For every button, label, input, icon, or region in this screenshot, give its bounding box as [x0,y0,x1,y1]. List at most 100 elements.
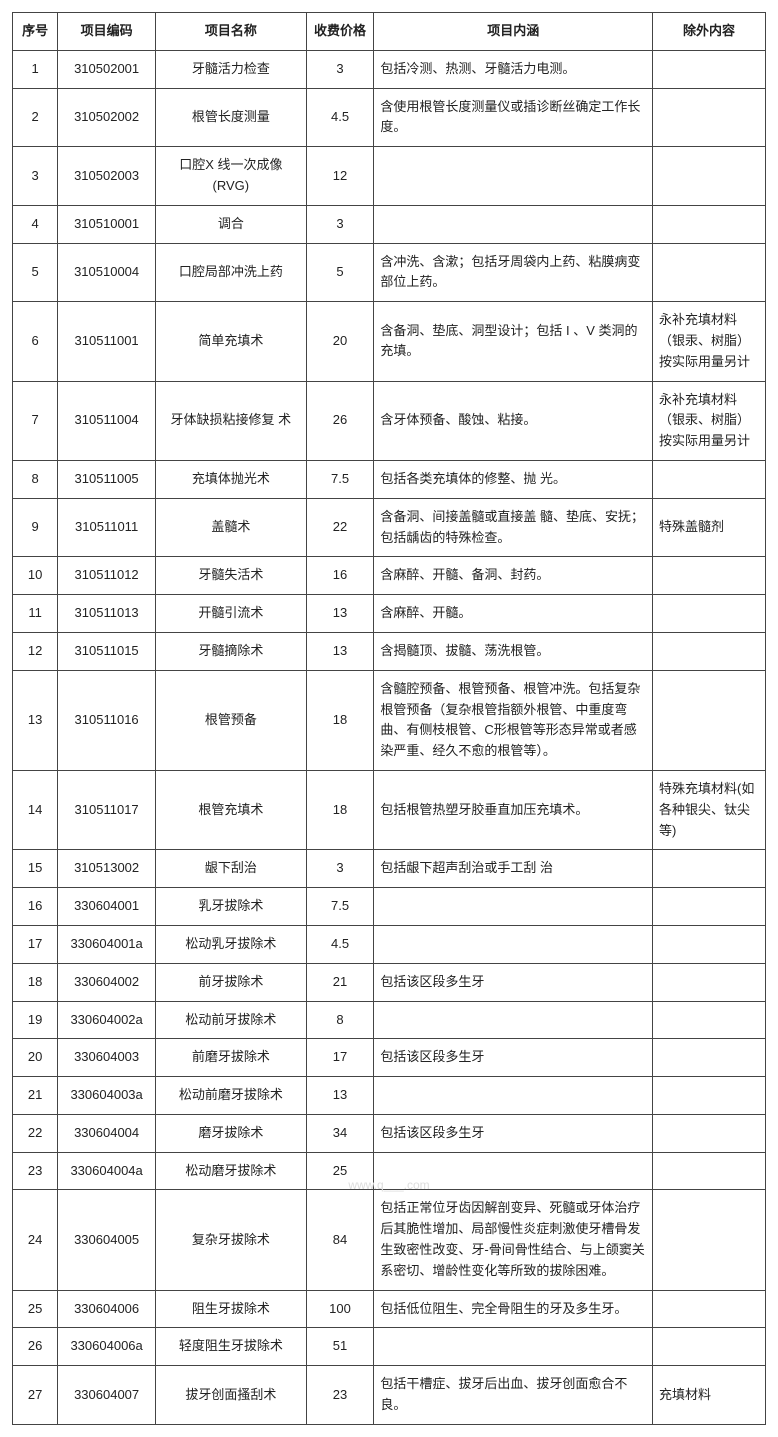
cell-4 [374,1328,653,1366]
cell-0: 15 [13,850,58,888]
cell-0: 25 [13,1290,58,1328]
cell-1: 330604002 [58,963,156,1001]
cell-4 [374,888,653,926]
cell-4 [374,1152,653,1190]
cell-5 [653,205,766,243]
price-table: 序号项目编码项目名称收费价格项目内涵除外内容 1310502001牙髓活力检查3… [12,12,766,1425]
cell-2: 前磨牙拔除术 [156,1039,307,1077]
cell-2: 根管长度测量 [156,88,307,147]
cell-0: 20 [13,1039,58,1077]
cell-5 [653,925,766,963]
cell-5 [653,1190,766,1290]
cell-5 [653,1039,766,1077]
cell-0: 10 [13,557,58,595]
cell-1: 310511004 [58,381,156,460]
table-row: 10310511012牙髓失活术16含麻醉、开髓、备洞、封药。 [13,557,766,595]
col-header-4: 项目内涵 [374,13,653,51]
table-row: 11310511013开髓引流术13含麻醉、开髓。 [13,595,766,633]
cell-1: 330604004 [58,1114,156,1152]
cell-1: 310511005 [58,460,156,498]
cell-0: 21 [13,1077,58,1115]
cell-3: 4.5 [306,88,374,147]
cell-5: 永补充填材料（银汞、树脂）按实际用量另计 [653,381,766,460]
table-row: 3310502003口腔X 线一次成像 (RVG)12 [13,147,766,206]
table-row: 23330604004a松动磨牙拔除术25 [13,1152,766,1190]
cell-5 [653,963,766,1001]
table-row: 21330604003a松动前磨牙拔除术13 [13,1077,766,1115]
cell-0: 13 [13,670,58,770]
cell-1: 310513002 [58,850,156,888]
cell-1: 310511001 [58,302,156,381]
cell-4: 包括干槽症、拔牙后出血、拔牙创面愈合不良。 [374,1366,653,1425]
cell-3: 21 [306,963,374,1001]
cell-4 [374,1077,653,1115]
cell-5: 特殊盖髓剂 [653,498,766,557]
cell-4 [374,205,653,243]
cell-1: 330604003a [58,1077,156,1115]
cell-1: 330604001a [58,925,156,963]
table-row: 5310510004口腔局部冲洗上药5含冲洗、含漱；包括牙周袋内上药、粘膜病变部… [13,243,766,302]
cell-3: 13 [306,1077,374,1115]
table-row: 15310513002龈下刮治3包括龈下超声刮治或手工刮 治 [13,850,766,888]
cell-4: 包括低位阻生、完全骨阻生的牙及多生牙。 [374,1290,653,1328]
cell-0: 1 [13,50,58,88]
cell-4: 含揭髓顶、拔髓、荡洗根管。 [374,632,653,670]
cell-4: 包括正常位牙齿因解剖变异、死髓或牙体治疗后其脆性增加、局部慢性炎症刺激使牙槽骨发… [374,1190,653,1290]
cell-2: 松动前牙拔除术 [156,1001,307,1039]
cell-5: 永补充填材料（银汞、树脂）按实际用量另计 [653,302,766,381]
table-row: 25330604006阻生牙拔除术100包括低位阻生、完全骨阻生的牙及多生牙。 [13,1290,766,1328]
cell-2: 松动前磨牙拔除术 [156,1077,307,1115]
cell-3: 20 [306,302,374,381]
cell-2: 开髓引流术 [156,595,307,633]
cell-4: 含麻醉、开髓。 [374,595,653,633]
cell-5: 特殊充填材料(如各种银尖、钛尖等) [653,770,766,849]
cell-2: 简单充填术 [156,302,307,381]
cell-2: 牙髓活力检查 [156,50,307,88]
cell-2: 松动磨牙拔除术 [156,1152,307,1190]
cell-1: 330604007 [58,1366,156,1425]
cell-0: 18 [13,963,58,1001]
cell-4: 包括该区段多生牙 [374,963,653,1001]
cell-2: 口腔局部冲洗上药 [156,243,307,302]
cell-0: 26 [13,1328,58,1366]
cell-3: 8 [306,1001,374,1039]
cell-5 [653,147,766,206]
cell-3: 100 [306,1290,374,1328]
table-row: 18330604002前牙拔除术21包括该区段多生牙 [13,963,766,1001]
cell-2: 轻度阻生牙拔除术 [156,1328,307,1366]
cell-5 [653,1001,766,1039]
cell-4: 包括各类充填体的修整、抛 光。 [374,460,653,498]
cell-0: 22 [13,1114,58,1152]
cell-2: 复杂牙拔除术 [156,1190,307,1290]
cell-5 [653,1114,766,1152]
cell-2: 盖髓术 [156,498,307,557]
cell-5 [653,50,766,88]
cell-3: 18 [306,770,374,849]
col-header-0: 序号 [13,13,58,51]
cell-1: 310510004 [58,243,156,302]
cell-4: 含备洞、垫底、洞型设计；包括 I 、V 类洞的充填。 [374,302,653,381]
cell-2: 乳牙拔除术 [156,888,307,926]
col-header-1: 项目编码 [58,13,156,51]
cell-0: 24 [13,1190,58,1290]
cell-0: 9 [13,498,58,557]
cell-3: 22 [306,498,374,557]
table-row: 4310510001调合3 [13,205,766,243]
cell-5 [653,888,766,926]
cell-5 [653,632,766,670]
cell-3: 3 [306,850,374,888]
cell-2: 牙髓失活术 [156,557,307,595]
table-row: 1310502001牙髓活力检查3包括冷测、热测、牙髓活力电测。 [13,50,766,88]
cell-0: 4 [13,205,58,243]
col-header-2: 项目名称 [156,13,307,51]
cell-2: 龈下刮治 [156,850,307,888]
cell-4 [374,1001,653,1039]
cell-1: 310502003 [58,147,156,206]
cell-4: 包括冷测、热测、牙髓活力电测。 [374,50,653,88]
cell-0: 12 [13,632,58,670]
cell-1: 310511011 [58,498,156,557]
cell-2: 拔牙创面搔刮术 [156,1366,307,1425]
cell-4: 包括该区段多生牙 [374,1039,653,1077]
cell-0: 6 [13,302,58,381]
cell-0: 3 [13,147,58,206]
